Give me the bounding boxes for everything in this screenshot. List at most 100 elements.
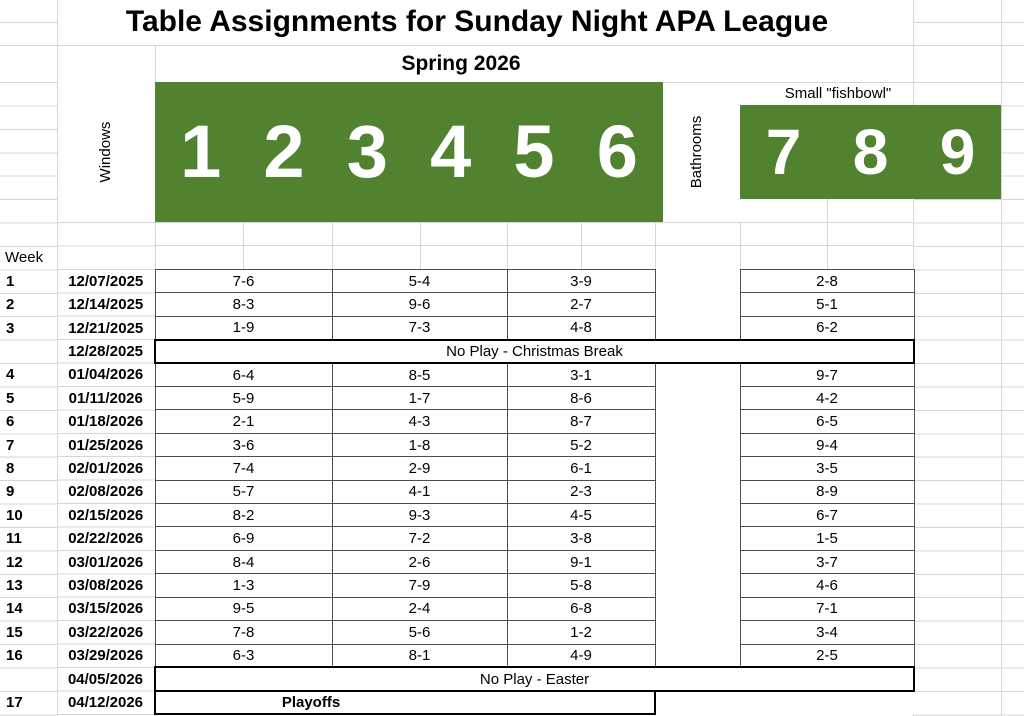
week-number-cell[interactable]: 2 [6,296,15,314]
week-number-cell[interactable]: 1 [6,272,15,290]
match-cell[interactable]: 8-1 [331,643,508,668]
match-cell[interactable]: 7-6 [154,268,333,294]
match-cell[interactable]: 3-7 [739,549,915,575]
week-number-cell[interactable]: 15 [6,623,23,641]
match-cell[interactable]: 2-8 [739,268,915,294]
match-cell[interactable]: 1-8 [331,432,508,458]
match-cell[interactable]: 6-5 [739,409,915,434]
match-cell[interactable]: 4-5 [506,503,656,528]
date-cell[interactable]: 01/11/2026 [68,389,143,407]
date-cell[interactable]: 02/22/2026 [68,530,144,548]
match-cell[interactable]: 8-6 [506,386,656,411]
week-number-cell[interactable]: 17 [6,694,23,712]
date-cell[interactable]: 03/01/2026 [68,553,144,571]
match-cell[interactable]: 5-1 [739,292,915,317]
match-cell[interactable]: 3-8 [506,526,656,551]
match-cell[interactable]: 2-6 [331,549,508,575]
week-number-cell[interactable]: 9 [6,483,15,501]
match-cell[interactable]: 5-9 [154,386,333,411]
week-number-cell[interactable]: 4 [6,366,15,384]
date-cell[interactable]: 01/25/2026 [68,436,144,454]
no-play-cell[interactable]: No Play - Easter [154,666,915,692]
match-cell[interactable]: 9-5 [154,596,333,622]
match-cell[interactable]: 4-2 [739,386,915,411]
match-cell[interactable]: 2-7 [506,292,656,317]
match-cell[interactable]: 3-4 [739,620,915,645]
date-cell[interactable]: 03/15/2026 [68,600,144,618]
match-cell[interactable]: 8-9 [739,479,915,505]
match-cell[interactable]: 6-9 [154,526,333,551]
date-cell[interactable]: 01/18/2026 [68,413,144,431]
match-cell[interactable]: 7-2 [331,526,508,551]
match-cell[interactable]: 1-7 [331,386,508,411]
match-cell[interactable]: 6-4 [154,362,333,388]
match-cell[interactable]: 7-1 [739,596,915,622]
match-cell[interactable]: 6-8 [506,596,656,622]
match-cell[interactable]: 8-4 [154,549,333,575]
match-cell[interactable]: 6-3 [154,643,333,668]
match-cell[interactable]: 7-3 [331,315,508,341]
week-number-cell[interactable]: 13 [6,576,23,594]
match-cell[interactable]: 6-1 [506,456,656,481]
date-cell[interactable]: 03/29/2026 [68,647,144,665]
match-cell[interactable]: 5-4 [331,268,508,294]
date-cell[interactable]: 02/08/2026 [68,483,144,501]
week-number-cell[interactable]: 11 [6,530,22,548]
match-cell[interactable]: 5-6 [331,620,508,645]
week-number-cell[interactable]: 8 [6,459,15,477]
match-cell[interactable]: 9-6 [331,292,508,317]
match-cell[interactable]: 7-8 [154,620,333,645]
match-cell[interactable]: 1-3 [154,573,333,598]
date-cell[interactable]: 02/01/2026 [68,459,144,477]
match-cell[interactable]: 2-4 [331,596,508,622]
week-number-cell[interactable]: 14 [6,600,23,618]
match-cell[interactable]: 3-6 [154,432,333,458]
match-cell[interactable]: 2-1 [154,409,333,434]
match-cell[interactable]: 9-7 [739,362,915,388]
date-cell[interactable]: 12/14/2025 [68,296,144,314]
date-cell[interactable]: 04/12/2026 [67,694,144,712]
match-cell[interactable]: 2-3 [506,479,656,505]
match-cell[interactable]: 9-4 [739,432,915,458]
date-cell[interactable]: 12/21/2025 [68,319,144,337]
date-cell[interactable]: 03/22/2026 [68,623,144,641]
date-cell[interactable]: 04/05/2026 [67,670,144,688]
match-cell[interactable]: 4-1 [331,479,508,505]
match-cell[interactable]: 6-2 [739,315,915,341]
match-cell[interactable]: 1-2 [506,620,656,645]
date-cell[interactable]: 12/07/2025 [68,272,144,290]
date-cell[interactable]: 03/08/2026 [68,576,144,594]
week-number-cell[interactable] [0,340,57,363]
match-cell[interactable]: 9-1 [506,549,656,575]
match-cell[interactable]: 3-5 [739,456,915,481]
match-cell[interactable]: 3-9 [506,268,656,294]
date-cell[interactable]: 12/28/2025 [67,342,144,360]
week-number-cell[interactable]: 10 [6,506,23,524]
match-cell[interactable]: 5-8 [506,573,656,598]
match-cell[interactable]: 4-9 [506,643,656,668]
playoffs-cell[interactable]: Playoffs [154,689,656,716]
week-number-cell[interactable]: 16 [6,647,23,665]
no-play-cell[interactable]: No Play - Christmas Break [154,338,915,365]
match-cell[interactable]: 1-9 [154,315,333,341]
match-cell[interactable]: 8-5 [331,362,508,388]
date-cell[interactable]: 01/04/2026 [68,366,144,384]
week-number-cell[interactable]: 12 [6,553,23,571]
match-cell[interactable]: 4-8 [506,315,656,341]
match-cell[interactable]: 2-9 [331,456,508,481]
week-number-cell[interactable]: 5 [6,389,15,407]
match-cell[interactable]: 1-5 [739,526,915,551]
date-cell[interactable]: 02/15/2026 [68,506,144,524]
week-number-cell[interactable]: 7 [6,436,15,454]
match-cell[interactable]: 4-6 [739,573,915,598]
match-cell[interactable]: 8-7 [506,409,656,434]
match-cell[interactable]: 5-2 [506,432,656,458]
match-cell[interactable]: 2-5 [739,643,915,668]
match-cell[interactable]: 7-9 [331,573,508,598]
week-number-cell[interactable]: 6 [6,413,15,431]
match-cell[interactable]: 8-2 [154,503,333,528]
week-number-cell[interactable]: 3 [6,319,15,337]
match-cell[interactable]: 7-4 [154,456,333,481]
match-cell[interactable]: 3-1 [506,362,656,388]
match-cell[interactable]: 5-7 [154,479,333,505]
